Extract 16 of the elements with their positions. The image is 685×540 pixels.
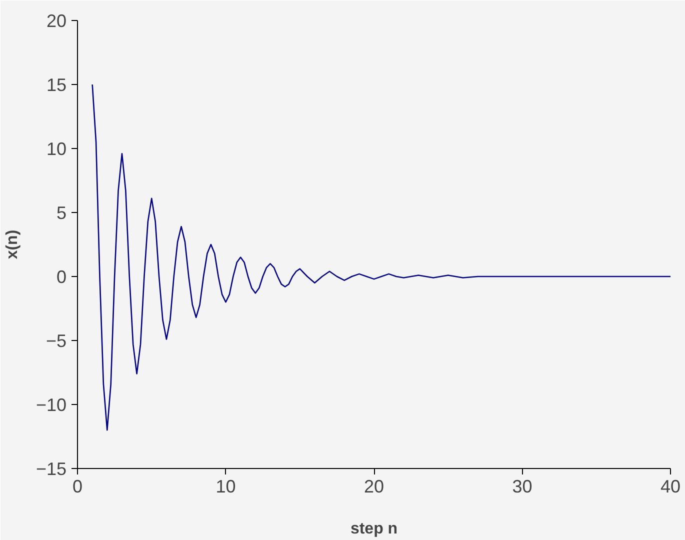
- x-tick-label: 40: [660, 476, 681, 496]
- x-tick-label: 20: [364, 476, 384, 496]
- line-series: [92, 84, 670, 431]
- y-tick-label: 10: [46, 139, 67, 159]
- y-tick-label: 15: [46, 75, 67, 95]
- x-tick-label: 0: [72, 476, 83, 496]
- x-axis-title: step n: [350, 520, 398, 538]
- y-tick-label: 20: [46, 11, 67, 31]
- y-tick-label: −10: [36, 395, 67, 415]
- y-tick-label: −5: [46, 331, 67, 351]
- y-tick-label: −15: [36, 459, 67, 479]
- x-tick-label: 10: [216, 476, 236, 496]
- y-axis-title: x(n): [4, 230, 21, 260]
- y-tick-label: 5: [56, 203, 67, 223]
- x-tick-label: 30: [512, 476, 532, 496]
- y-tick-label: 0: [56, 267, 67, 287]
